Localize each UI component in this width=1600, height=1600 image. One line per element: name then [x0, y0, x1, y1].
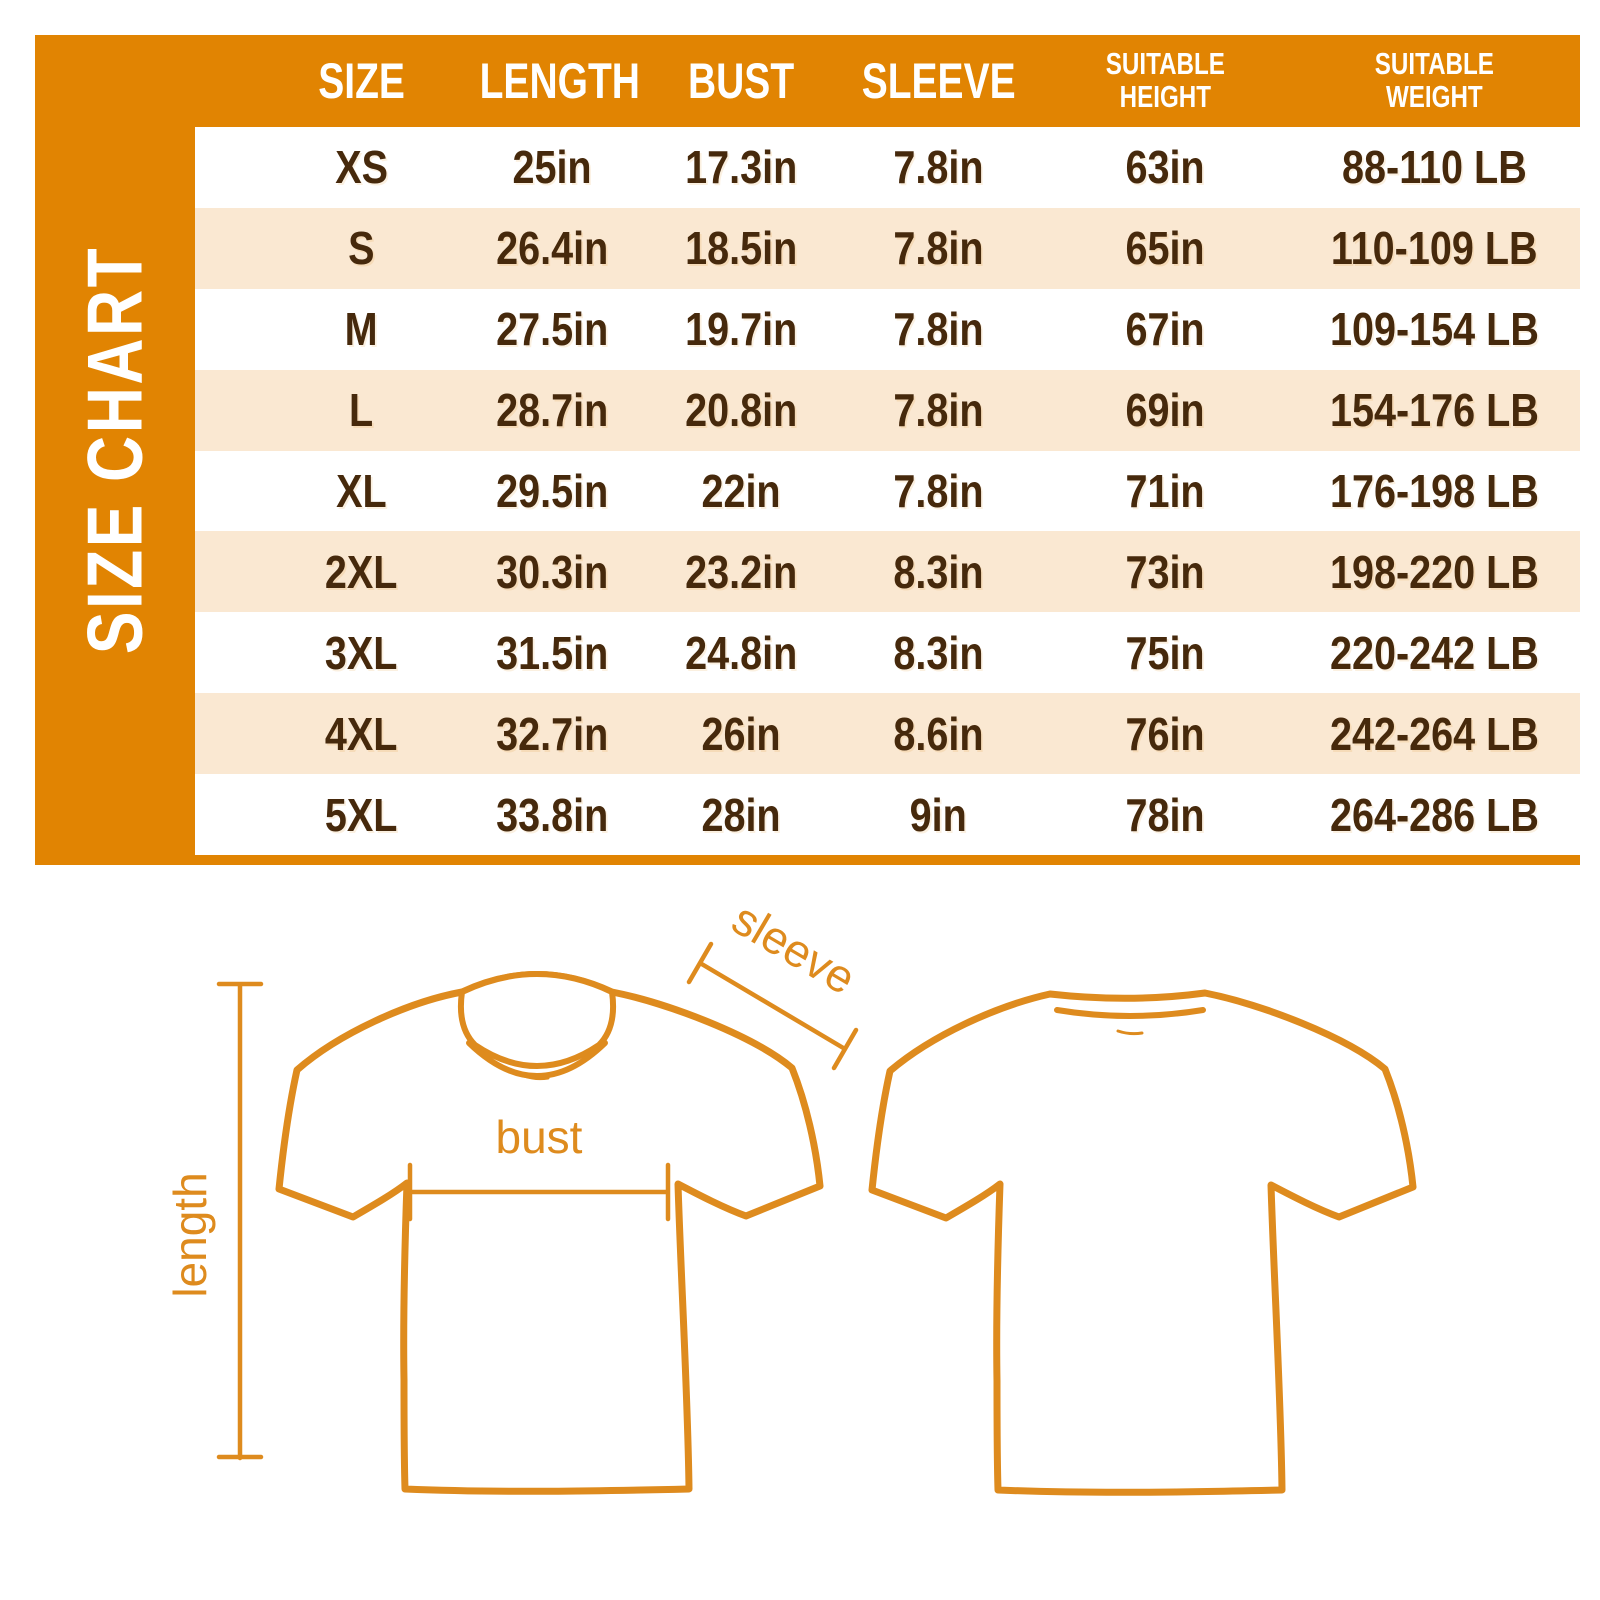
column-header: SUITABLE WEIGHT [1374, 46, 1494, 114]
tshirt-measurement-diagram: length bust sleeve [164, 900, 1417, 1496]
value-cell: 176-198 LB [1329, 465, 1539, 517]
value-cell: 109-154 LB [1329, 303, 1539, 356]
value-cell: 7.8in [893, 303, 984, 356]
sleeve-measure-line [686, 941, 859, 1071]
value-cell: 30.3in [495, 545, 609, 598]
front-shirt-outline [275, 971, 824, 1495]
table-row: XL 29.5in 22in 7.8in 71in 176-198 LB [195, 450, 1580, 532]
value-cell: 18.5in [684, 222, 798, 275]
value-cell: 31.5in [495, 626, 609, 679]
value-cell: 110-109 LB [1330, 222, 1538, 275]
size-chart-title: SIZE CHART [70, 245, 159, 655]
value-cell: 8.6in [893, 707, 984, 760]
value-cell: 22in [701, 465, 781, 517]
value-cell: 7.8in [893, 222, 984, 275]
value-cell: 242-264 LB [1329, 707, 1539, 760]
value-cell: 7.8in [893, 465, 984, 517]
value-cell: 33.8in [495, 788, 609, 841]
value-cell: 76in [1125, 707, 1205, 760]
size-cell: XL [335, 465, 387, 517]
back-collar-stitch [1116, 1029, 1144, 1036]
bust-label: bust [496, 1111, 583, 1163]
table-row: 4XL 32.7in 26in 8.6in 76in 242-264 LB [195, 693, 1580, 775]
side-title-band: SIZE CHART [35, 35, 195, 865]
table-row: 5XL 33.8in 28in 9in 78in 264-286 LB [195, 774, 1580, 856]
value-cell: 8.3in [893, 545, 984, 598]
value-cell: 71in [1125, 465, 1205, 517]
value-cell: 67in [1125, 303, 1205, 356]
table-row: 2XL 30.3in 23.2in 8.3in 73in 198-220 LB [195, 531, 1580, 613]
table-row: S 26.4in 18.5in 7.8in 65in 110-109 LB [195, 207, 1580, 289]
size-chart-table: SIZE CHART SIZE LENGTH BUST SLEEVE SUITABLE … [35, 35, 1580, 865]
size-cell: 2XL [324, 545, 398, 598]
size-cell: L [349, 384, 374, 437]
value-cell: 26in [701, 707, 781, 760]
value-cell: 26.4in [495, 222, 609, 275]
value-cell: 7.8in [893, 141, 984, 194]
value-cell: 8.3in [893, 626, 984, 679]
table-row: XS 25in 17.3in 7.8in 63in 88-110 LB [195, 127, 1580, 208]
value-cell: 154-176 LB [1329, 384, 1539, 437]
value-cell: 24.8in [684, 626, 798, 679]
bust-measure-line [407, 1162, 671, 1222]
size-cell: XS [334, 141, 388, 194]
value-cell: 27.5in [495, 303, 609, 356]
value-cell: 73in [1125, 545, 1205, 598]
value-cell: 220-242 LB [1329, 626, 1539, 679]
value-cell: 29.5in [495, 465, 609, 517]
table-body: XS 25in 17.3in 7.8in 63in 88-110 LB S 26.4in 18.… [195, 127, 1580, 856]
value-cell: 78in [1125, 788, 1205, 841]
length-measure-line [216, 981, 264, 1461]
size-cell: 5XL [324, 788, 398, 841]
value-cell: 7.8in [893, 384, 984, 437]
table-row: M 27.5in 19.7in 7.8in 67in 109-154 LB [195, 288, 1580, 370]
length-label: length [164, 1172, 216, 1297]
front-neck-seam [466, 1040, 608, 1079]
size-cell: M [344, 303, 378, 356]
value-cell: 28in [701, 788, 781, 841]
value-cell: 65in [1125, 222, 1205, 275]
value-cell: 28.7in [495, 384, 609, 437]
value-cell: 25in [512, 141, 592, 194]
front-collar-stitch [522, 1074, 550, 1081]
header-row: SIZE LENGTH BUST SLEEVE SUITABLE HEIGHT SUITA… [195, 35, 1580, 127]
column-header: BUST [687, 53, 795, 109]
size-cell: 3XL [324, 626, 398, 679]
back-shirt-outline [868, 989, 1417, 1496]
table-row: L 28.7in 20.8in 7.8in 69in 154-176 LB [195, 369, 1580, 451]
back-collar-band [1054, 1007, 1206, 1019]
value-cell: 63in [1125, 141, 1205, 194]
value-cell: 20.8in [684, 384, 798, 437]
value-cell: 69in [1125, 384, 1205, 437]
column-header: SLEEVE [861, 53, 1016, 109]
value-cell: 32.7in [495, 707, 609, 760]
value-cell: 75in [1125, 626, 1205, 679]
size-cell: S [348, 222, 375, 275]
value-cell: 264-286 LB [1329, 788, 1539, 841]
value-cell: 88-110 LB [1341, 141, 1527, 194]
value-cell: 23.2in [684, 545, 798, 598]
value-cell: 198-220 LB [1329, 545, 1539, 598]
table-row: 3XL 31.5in 24.8in 8.3in 75in 220-242 LB [195, 612, 1580, 694]
value-cell: 9in [910, 788, 968, 841]
size-cell: 4XL [324, 707, 398, 760]
value-cell: 19.7in [684, 303, 798, 356]
column-header: SIZE [317, 53, 405, 109]
column-header: LENGTH [480, 53, 641, 109]
value-cell: 17.3in [684, 141, 798, 194]
column-header: SUITABLE HEIGHT [1105, 46, 1225, 114]
